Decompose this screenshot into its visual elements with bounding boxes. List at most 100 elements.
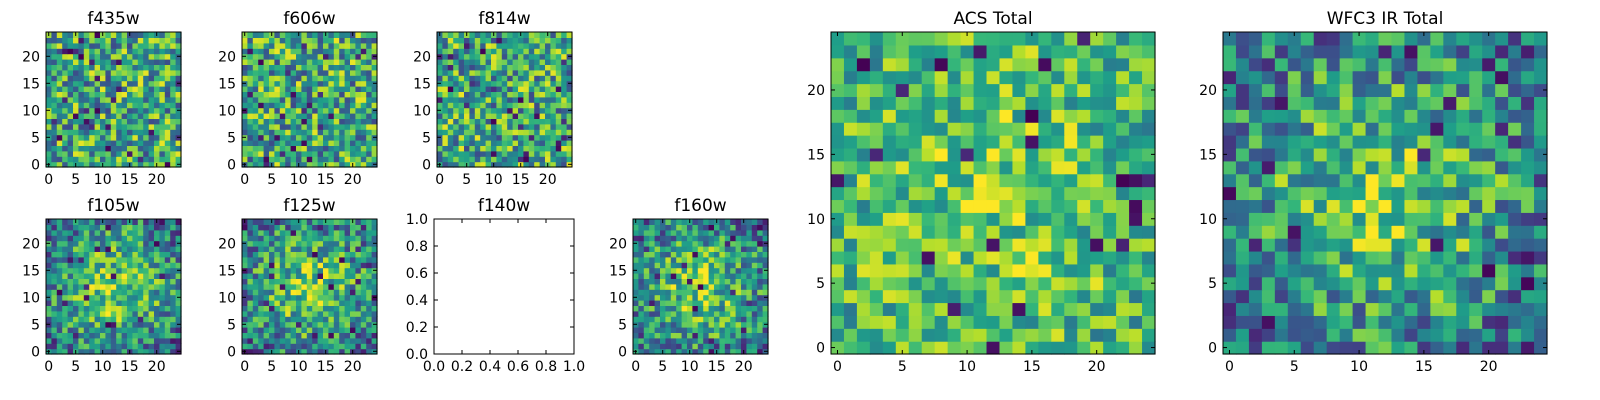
- heatmap-cell: [746, 316, 753, 323]
- heatmap-cell: [676, 289, 683, 296]
- heatmap-cell: [258, 37, 265, 44]
- heatmap-cell: [1326, 250, 1341, 265]
- heatmap-cell: [735, 310, 742, 317]
- heatmap-cell: [681, 278, 688, 285]
- heatmap-cell: [561, 42, 568, 49]
- heatmap-cell: [464, 64, 470, 71]
- heatmap-cell: [458, 69, 465, 76]
- heatmap-cell: [703, 348, 710, 355]
- heatmap-cell: [1129, 83, 1143, 97]
- heatmap-cell: [469, 69, 476, 76]
- heatmap-cell: [355, 129, 362, 136]
- heatmap-cell: [137, 64, 144, 71]
- heatmap-cell: [360, 91, 367, 98]
- heatmap-cell: [333, 294, 340, 301]
- heatmap-cell: [73, 273, 79, 279]
- heatmap-cell: [148, 235, 155, 242]
- heatmap-cell: [697, 235, 704, 242]
- heatmap-cell: [501, 102, 508, 109]
- heatmap-cell: [317, 251, 324, 258]
- heatmap-cell: [1012, 302, 1026, 316]
- heatmap-cell: [1469, 212, 1483, 226]
- heatmap-cell: [670, 273, 677, 279]
- heatmap-cell: [534, 102, 541, 109]
- heatmap-cell: [1116, 44, 1130, 59]
- heatmap-cell: [719, 246, 726, 252]
- heatmap-cell: [960, 160, 975, 175]
- heatmap-cell: [333, 150, 340, 157]
- heatmap-cell: [317, 53, 324, 60]
- heatmap-cell: [164, 69, 171, 76]
- heatmap-cell: [1012, 263, 1026, 278]
- heatmap-cell: [67, 321, 74, 328]
- heatmap-cell: [746, 321, 753, 328]
- heatmap-cell: [116, 235, 123, 242]
- heatmap-cell: [67, 300, 74, 306]
- heatmap-cell: [296, 273, 302, 279]
- heatmap-cell: [143, 129, 150, 136]
- heatmap-cell: [105, 278, 112, 285]
- heatmap-cell: [528, 53, 535, 60]
- heatmap-cell: [344, 240, 351, 247]
- heatmap-cell: [360, 32, 367, 38]
- heatmap-cell: [921, 263, 936, 278]
- heatmap-cell: [485, 42, 492, 49]
- heatmap-cell: [960, 83, 975, 97]
- heatmap-cell: [154, 294, 160, 301]
- heatmap-cell: [73, 42, 79, 49]
- heatmap-cell: [121, 48, 128, 55]
- heatmap-cell: [247, 289, 254, 296]
- heatmap-cell: [660, 246, 666, 252]
- heatmap-cell: [73, 229, 79, 236]
- heatmap-cell: [154, 256, 160, 263]
- heatmap-cell: [1051, 109, 1065, 123]
- heatmap-cell: [46, 316, 52, 323]
- heatmap-cell: [1508, 199, 1522, 213]
- heatmap-cell: [442, 75, 449, 82]
- heatmap-cell: [105, 337, 112, 344]
- heatmap-cell: [469, 156, 476, 163]
- heatmap-cell: [633, 251, 639, 258]
- heatmap-cell: [934, 238, 949, 252]
- heatmap-cell: [175, 42, 182, 49]
- y-tick-label: 0: [816, 341, 825, 357]
- heatmap-cell: [741, 235, 747, 242]
- heatmap-cell: [105, 86, 112, 92]
- heatmap-cell: [258, 64, 265, 71]
- heatmap-cell: [247, 123, 254, 130]
- heatmap-cell: [62, 240, 69, 247]
- heatmap-cell: [649, 262, 656, 269]
- heatmap-cell: [703, 251, 710, 258]
- heatmap-cell: [1508, 328, 1522, 342]
- heatmap-cell: [496, 42, 503, 49]
- heatmap-cell: [960, 302, 975, 316]
- heatmap-cell: [83, 289, 90, 296]
- heatmap-cell: [528, 48, 535, 55]
- heatmap-cell: [62, 69, 69, 76]
- heatmap-cell: [986, 238, 1001, 252]
- heatmap-cell: [643, 229, 650, 236]
- heatmap-cell: [100, 69, 106, 76]
- heatmap-cell: [344, 102, 351, 109]
- heatmap-cell: [934, 199, 949, 213]
- heatmap-cell: [633, 224, 639, 231]
- heatmap-cell: [762, 283, 769, 290]
- heatmap-cell: [89, 300, 96, 306]
- heatmap-cell: [1090, 341, 1104, 355]
- heatmap-cell: [279, 113, 286, 119]
- heatmap-cell: [312, 80, 319, 87]
- heatmap-cell: [175, 283, 182, 290]
- heatmap-cell: [252, 348, 259, 355]
- heatmap-cell: [1365, 276, 1380, 291]
- heatmap-cell: [534, 96, 541, 103]
- heatmap-cell: [344, 235, 351, 242]
- heatmap-cell: [670, 316, 677, 323]
- heatmap-cell: [306, 235, 313, 242]
- heatmap-cell: [355, 337, 362, 344]
- heatmap-cell: [528, 145, 535, 152]
- heatmap-cell: [83, 256, 90, 263]
- heatmap-cell: [137, 240, 144, 247]
- heatmap-cell: [1103, 212, 1117, 226]
- heatmap-cell: [159, 235, 166, 242]
- heatmap-cell: [895, 83, 910, 97]
